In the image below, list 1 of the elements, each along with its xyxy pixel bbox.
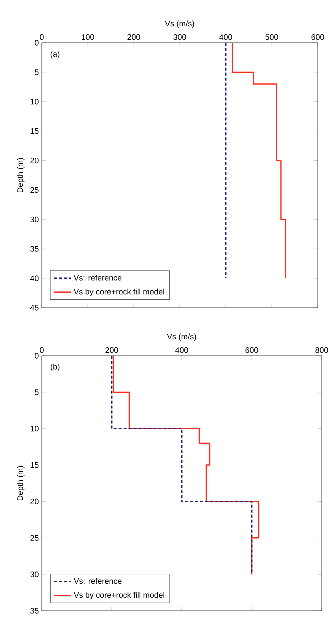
- line-series: [232, 42, 286, 280]
